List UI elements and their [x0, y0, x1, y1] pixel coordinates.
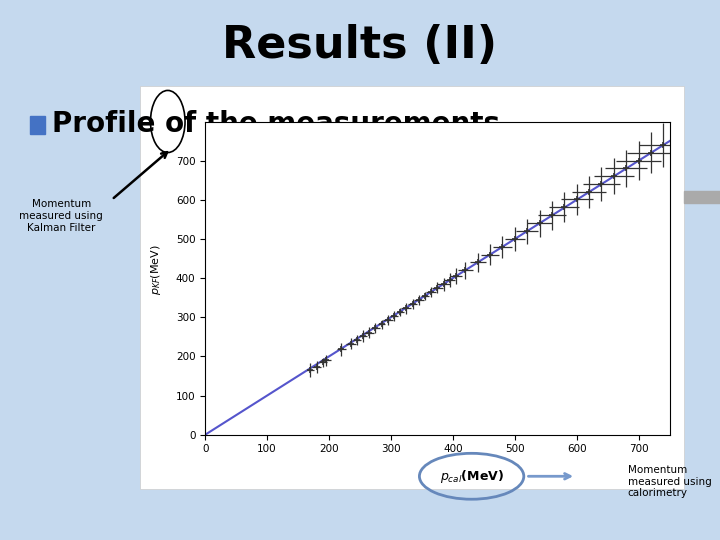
Text: Momentum
measured using
Kalman Filter: Momentum measured using Kalman Filter	[19, 199, 103, 233]
Text: Kalman Filter
results are in
good agreement
with calorimetry: Kalman Filter results are in good agreem…	[228, 172, 352, 236]
Text: Profile of the measurements: Profile of the measurements	[52, 110, 500, 138]
Bar	[140, 86, 684, 489]
Text: Results (II): Results (II)	[222, 24, 498, 68]
Text: $p_{KF}$(MeV): $p_{KF}$(MeV)	[149, 245, 163, 295]
Bar	[684, 191, 720, 202]
FancyBboxPatch shape	[209, 138, 371, 273]
Text: Momentum
measured using
calorimetry: Momentum measured using calorimetry	[628, 465, 711, 498]
Text: $p_{cal}$(MeV): $p_{cal}$(MeV)	[440, 468, 503, 485]
Bar	[30, 116, 45, 134]
